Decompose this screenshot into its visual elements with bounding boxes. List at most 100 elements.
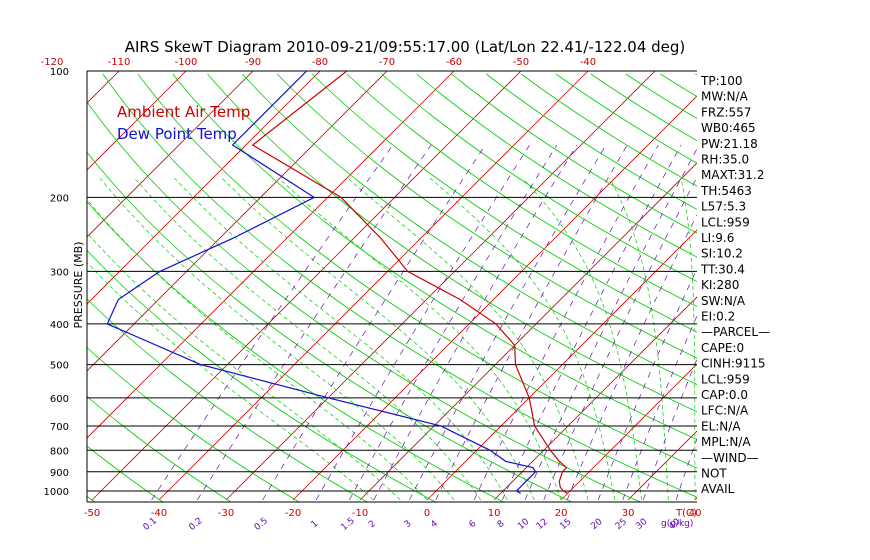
dry-adiabat-line [0, 74, 26, 502]
index-item: AVAIL [701, 482, 735, 496]
top-temperature-ticks: -120 -110 -100 -90 -80 -70 -60 -50 -40 [41, 57, 597, 68]
isotherm-line [87, 71, 120, 104]
moist-adiabat-line [609, 178, 669, 500]
index-item: TT:30.4 [700, 262, 745, 276]
mixing-ratio-line [151, 144, 394, 501]
top-temperature-tick: -110 [108, 57, 131, 68]
dry-adiabat-line [87, 298, 368, 502]
pressure-tick-label: 900 [50, 468, 69, 479]
mixing-ratio-line [524, 148, 697, 501]
pressure-tick-label: 600 [50, 394, 69, 405]
index-item: FRZ:557 [701, 105, 751, 119]
dry-adiabat-line [520, 73, 697, 187]
bottom-temperature-tick: 30 [622, 508, 635, 519]
dry-adiabat-line [242, 73, 697, 386]
index-item: EI:0.2 [701, 310, 735, 324]
mixing-ratio-label: 25 [614, 517, 629, 532]
isotherm-line [762, 71, 870, 500]
dry-adiabat-line [87, 396, 232, 502]
index-item: CINH:9115 [701, 357, 766, 371]
isotherm-line [158, 71, 589, 501]
mixing-ratio-label: 8 [496, 519, 507, 531]
dry-adiabat-line [486, 73, 697, 210]
index-item: MW:N/A [701, 90, 749, 104]
profile-series [106, 71, 568, 494]
mixing-ratio-label: 1 [310, 519, 321, 530]
index-item: SI:10.2 [701, 247, 743, 261]
mixing-ratio-label: 20 [589, 517, 604, 532]
legend-air-temp: Ambient Air Temp [117, 103, 250, 121]
mixing-ratio-label: 10 [516, 517, 531, 532]
isotherm-line [87, 71, 254, 238]
dry-adiabat-line [451, 73, 697, 234]
mixing-unit-label: g(g/kg) [661, 519, 693, 529]
dry-adiabat-line [207, 73, 697, 413]
bottom-temperature-tick: -40 [151, 508, 167, 519]
dry-adiabat-line [765, 74, 870, 502]
index-item: L57:5.3 [701, 200, 746, 214]
bottom-temperature-tick: -10 [352, 508, 368, 519]
bottom-temperature-tick: -30 [218, 508, 234, 519]
bottom-temperature-tick: 10 [488, 508, 501, 519]
index-item: LCL:959 [701, 372, 750, 386]
moist-adiabat-line [174, 177, 508, 501]
y-axis-label: PRESSURE (MB) [72, 242, 85, 329]
index-item: MPL:N/A [701, 435, 751, 449]
isotherm-line [292, 95, 697, 501]
mixing-ratio-label: 2 [367, 519, 378, 530]
top-temperature-tick: -60 [446, 57, 462, 68]
mixing-ratio-line [543, 176, 697, 501]
bottom-temperature-tick: -50 [84, 508, 100, 519]
dry-adiabat-line [87, 101, 641, 502]
isotherm-lines [87, 71, 870, 501]
moist-adiabat-line [87, 199, 428, 501]
mixing-ratio-label: 6 [468, 519, 479, 531]
isotherm-line [493, 296, 697, 501]
chart-title: AIRS SkewT Diagram 2010-09-21/09:55:17.0… [125, 38, 686, 56]
bottom-temperature-tick: 0 [424, 508, 430, 519]
air-temp-series [251, 71, 568, 494]
moist-adiabat-line [99, 177, 455, 501]
mixing-ratio-label: 0.2 [187, 516, 204, 533]
dry-adiabat-line [87, 201, 504, 502]
index-item: LFC:N/A [701, 404, 749, 418]
top-temperature-tick: -120 [41, 57, 64, 68]
isotherm-line [829, 71, 870, 500]
index-item: EL:N/A [701, 419, 741, 433]
moist-adiabat-line [429, 177, 616, 500]
isotherm-line [87, 71, 455, 439]
isotherm-line [87, 71, 187, 171]
top-temperature-tick: -70 [379, 57, 395, 68]
pressure-tick-label: 100 [50, 67, 69, 78]
index-item: CAP:0.0 [701, 388, 748, 402]
dry-adiabat-lines [0, 73, 870, 502]
index-item: MAXT:31.2 [701, 168, 764, 182]
temperature-unit-label: T(C) [675, 508, 697, 519]
dew-point-series [106, 71, 537, 494]
dry-adiabat-line [172, 73, 697, 440]
bottom-temperature-tick: 40 [689, 508, 702, 519]
moist-adiabat-line [134, 177, 481, 501]
pressure-tick-labels: 100 200 300 400 500 600 700 800 900 1000 [44, 67, 69, 498]
index-item: PW:21.18 [701, 137, 758, 151]
mixing-ratio-label: 4 [429, 519, 440, 531]
index-item: TP:100 [700, 74, 743, 88]
index-item: TH:5463 [700, 184, 752, 198]
top-temperature-tick: -50 [513, 57, 529, 68]
mixing-ratio-label: 30 [634, 517, 649, 532]
dry-adiabat-line [555, 73, 697, 164]
isobar-lines [87, 70, 697, 492]
bottom-temperature-tick: -20 [285, 508, 301, 519]
legend-dew-point: Dew Point Temp [117, 125, 237, 143]
moist-adiabat-lines [87, 177, 696, 501]
dry-adiabat-line [311, 73, 697, 333]
isotherm-line [359, 162, 697, 501]
index-item: CAPE:0 [701, 341, 744, 355]
dry-adiabat-line [381, 73, 697, 283]
top-temperature-tick: -100 [175, 57, 198, 68]
mixing-ratio-label: 3 [403, 519, 414, 530]
mixing-ratio-label: 15 [558, 517, 573, 532]
index-item: LI:9.6 [701, 231, 734, 245]
